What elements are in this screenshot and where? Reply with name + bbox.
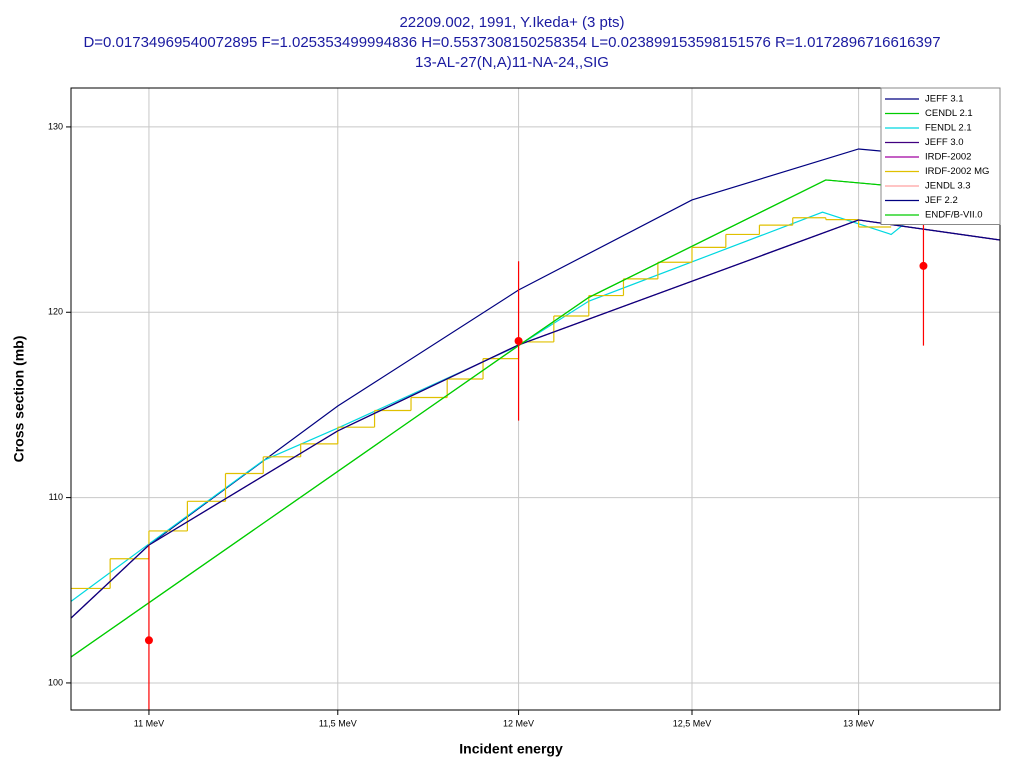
series-line [71,179,882,658]
y-tick-label: 100 [48,677,63,687]
legend-box [880,87,1001,225]
x-tick-label: 12,5 MeV [673,718,712,728]
legend-label: FENDL 2.1 [925,123,972,134]
x-axis-label: Incident energy [459,741,563,757]
y-axis-label: Cross section (mb) [11,336,27,463]
data-point [144,636,153,645]
y-tick-label: 130 [48,121,63,131]
y-tick-label: 120 [48,307,63,317]
x-tick-label: 13 MeV [843,718,874,728]
data-point [514,336,523,345]
legend-label: JEF 2.2 [925,195,958,206]
legend-label: ENDF/B-VII.0 [925,210,983,221]
plot-frame [70,87,1001,711]
data-point [919,261,928,270]
legend: JEFF 3.1 CENDL 2.1 FENDL 2.1 JEFF 3.0 IRDF-2… [880,87,1001,225]
x-tick-label: 11,5 MeV [319,718,357,728]
x-tick-label: 11 MeV [134,718,164,728]
legend-label: JENDL 3.3 [925,181,971,192]
legend-label: IRDF-2002 [925,152,971,163]
y-tick-label: 110 [49,492,63,502]
subtitle: D=0.01734969540072895 F=1.02535349999483… [83,34,940,51]
legend-label: CENDL 2.1 [925,108,973,119]
legend-label: IRDF-2002 MG [925,166,989,177]
legend-label: JEFF 3.1 [925,94,964,105]
legend-label: JEFF 3.0 [925,137,964,148]
subtitle: 13-AL-27(N,A)11-NA-24,,SIG [415,54,609,71]
title: 22209.002, 1991, Y.Ikeda+ (3 pts) [399,14,624,31]
x-tick-label: 12 MeV [503,718,534,728]
